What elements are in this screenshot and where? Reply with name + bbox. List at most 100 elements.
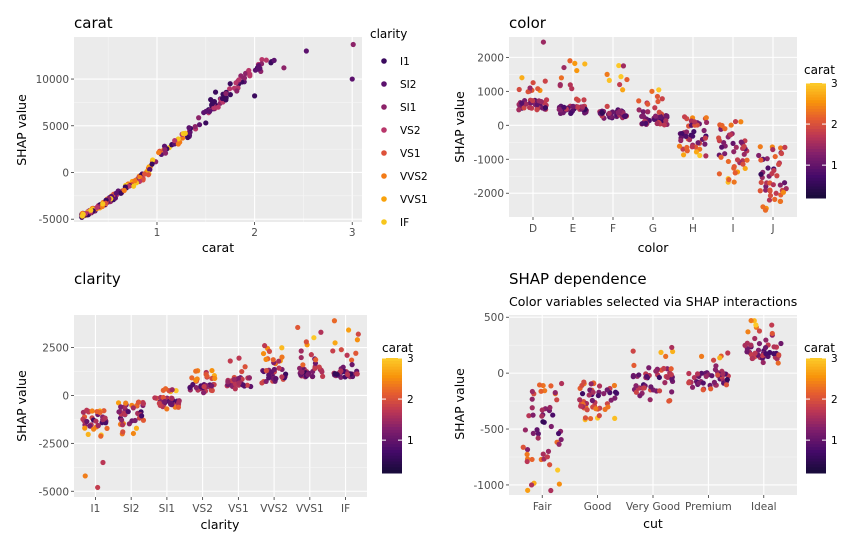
data-point <box>175 141 181 147</box>
y-tick-label: -5000 <box>38 214 69 226</box>
data-point <box>539 407 545 413</box>
data-point <box>276 358 282 364</box>
colorbar-segment <box>806 461 826 465</box>
data-point <box>119 422 126 428</box>
data-point <box>318 329 324 335</box>
data-point <box>723 382 730 388</box>
data-point <box>693 149 700 155</box>
data-point <box>520 444 526 450</box>
data-point <box>259 56 265 63</box>
x-tick-label: Very Good <box>626 501 680 513</box>
data-point <box>647 397 653 403</box>
data-point <box>330 348 336 354</box>
data-point <box>661 122 667 128</box>
data-point <box>201 384 207 390</box>
data-point <box>162 386 169 392</box>
data-point <box>621 113 628 119</box>
data-point <box>684 148 690 154</box>
data-point <box>567 58 573 64</box>
data-point <box>558 75 565 81</box>
data-point <box>519 100 525 106</box>
data-point <box>769 322 775 328</box>
colorbar-segment <box>806 114 826 118</box>
colorbar-segment <box>806 470 826 474</box>
colorbar-segment <box>806 152 826 156</box>
data-point <box>169 387 175 393</box>
data-point <box>227 81 233 87</box>
data-point <box>716 171 722 177</box>
data-point <box>550 412 556 418</box>
panel-cut: SHAP dependence Color variables selected… <box>452 270 838 531</box>
data-point <box>604 387 610 393</box>
data-point <box>663 353 669 359</box>
data-point <box>535 86 541 92</box>
data-point <box>669 376 675 382</box>
data-point <box>524 458 530 465</box>
data-point <box>570 103 576 110</box>
data-point <box>776 352 782 358</box>
data-point <box>593 406 599 412</box>
data-point <box>320 373 326 379</box>
data-point <box>757 144 763 150</box>
data-point <box>100 201 106 207</box>
data-point <box>718 154 724 160</box>
data-point <box>312 365 318 372</box>
data-point <box>772 196 778 202</box>
data-point <box>187 129 193 135</box>
data-point <box>522 427 528 433</box>
data-point <box>156 400 162 406</box>
data-point <box>340 364 346 370</box>
colorbar-segment <box>806 172 826 176</box>
data-point <box>313 357 319 363</box>
data-point <box>708 386 714 392</box>
data-point <box>308 352 314 358</box>
data-point <box>654 93 661 100</box>
data-point <box>659 96 665 102</box>
panel-cut-points <box>520 317 784 494</box>
data-point <box>547 462 553 468</box>
colorbar-segment <box>382 418 402 422</box>
data-point <box>722 126 728 132</box>
data-point <box>242 364 248 370</box>
data-point <box>769 330 775 337</box>
data-point <box>728 122 734 128</box>
data-point <box>661 365 667 372</box>
data-point <box>82 425 88 431</box>
data-point <box>711 379 717 385</box>
data-point <box>599 110 606 116</box>
x-tick-label: I1 <box>91 503 101 515</box>
colorbar-segment <box>382 444 402 448</box>
data-point <box>731 149 737 155</box>
data-point <box>579 382 585 389</box>
data-point <box>536 98 542 104</box>
data-point <box>89 408 95 414</box>
colorbar-segment <box>806 432 826 437</box>
data-point <box>152 395 158 401</box>
colorbar-segment <box>382 366 402 370</box>
data-point <box>665 374 671 380</box>
data-point <box>616 62 622 69</box>
colorbar-segment <box>806 447 826 451</box>
data-point <box>662 380 668 386</box>
data-point <box>130 430 137 437</box>
data-point <box>587 415 594 422</box>
data-point <box>516 86 522 93</box>
colorbar-segment <box>382 427 402 431</box>
data-point <box>652 105 658 111</box>
data-point <box>185 134 191 141</box>
data-point <box>246 375 252 381</box>
data-point <box>310 373 316 380</box>
data-point <box>173 388 179 394</box>
colorbar-segment <box>382 404 402 408</box>
colorbar-segment <box>806 175 826 179</box>
data-point <box>548 383 554 389</box>
data-point <box>680 146 686 152</box>
data-point <box>227 86 233 92</box>
data-point <box>617 108 623 114</box>
data-point <box>534 102 540 108</box>
x-tick-label: Premium <box>685 501 732 513</box>
data-point <box>118 190 124 196</box>
data-point <box>767 188 773 194</box>
data-point <box>604 103 610 109</box>
data-point <box>102 415 108 421</box>
